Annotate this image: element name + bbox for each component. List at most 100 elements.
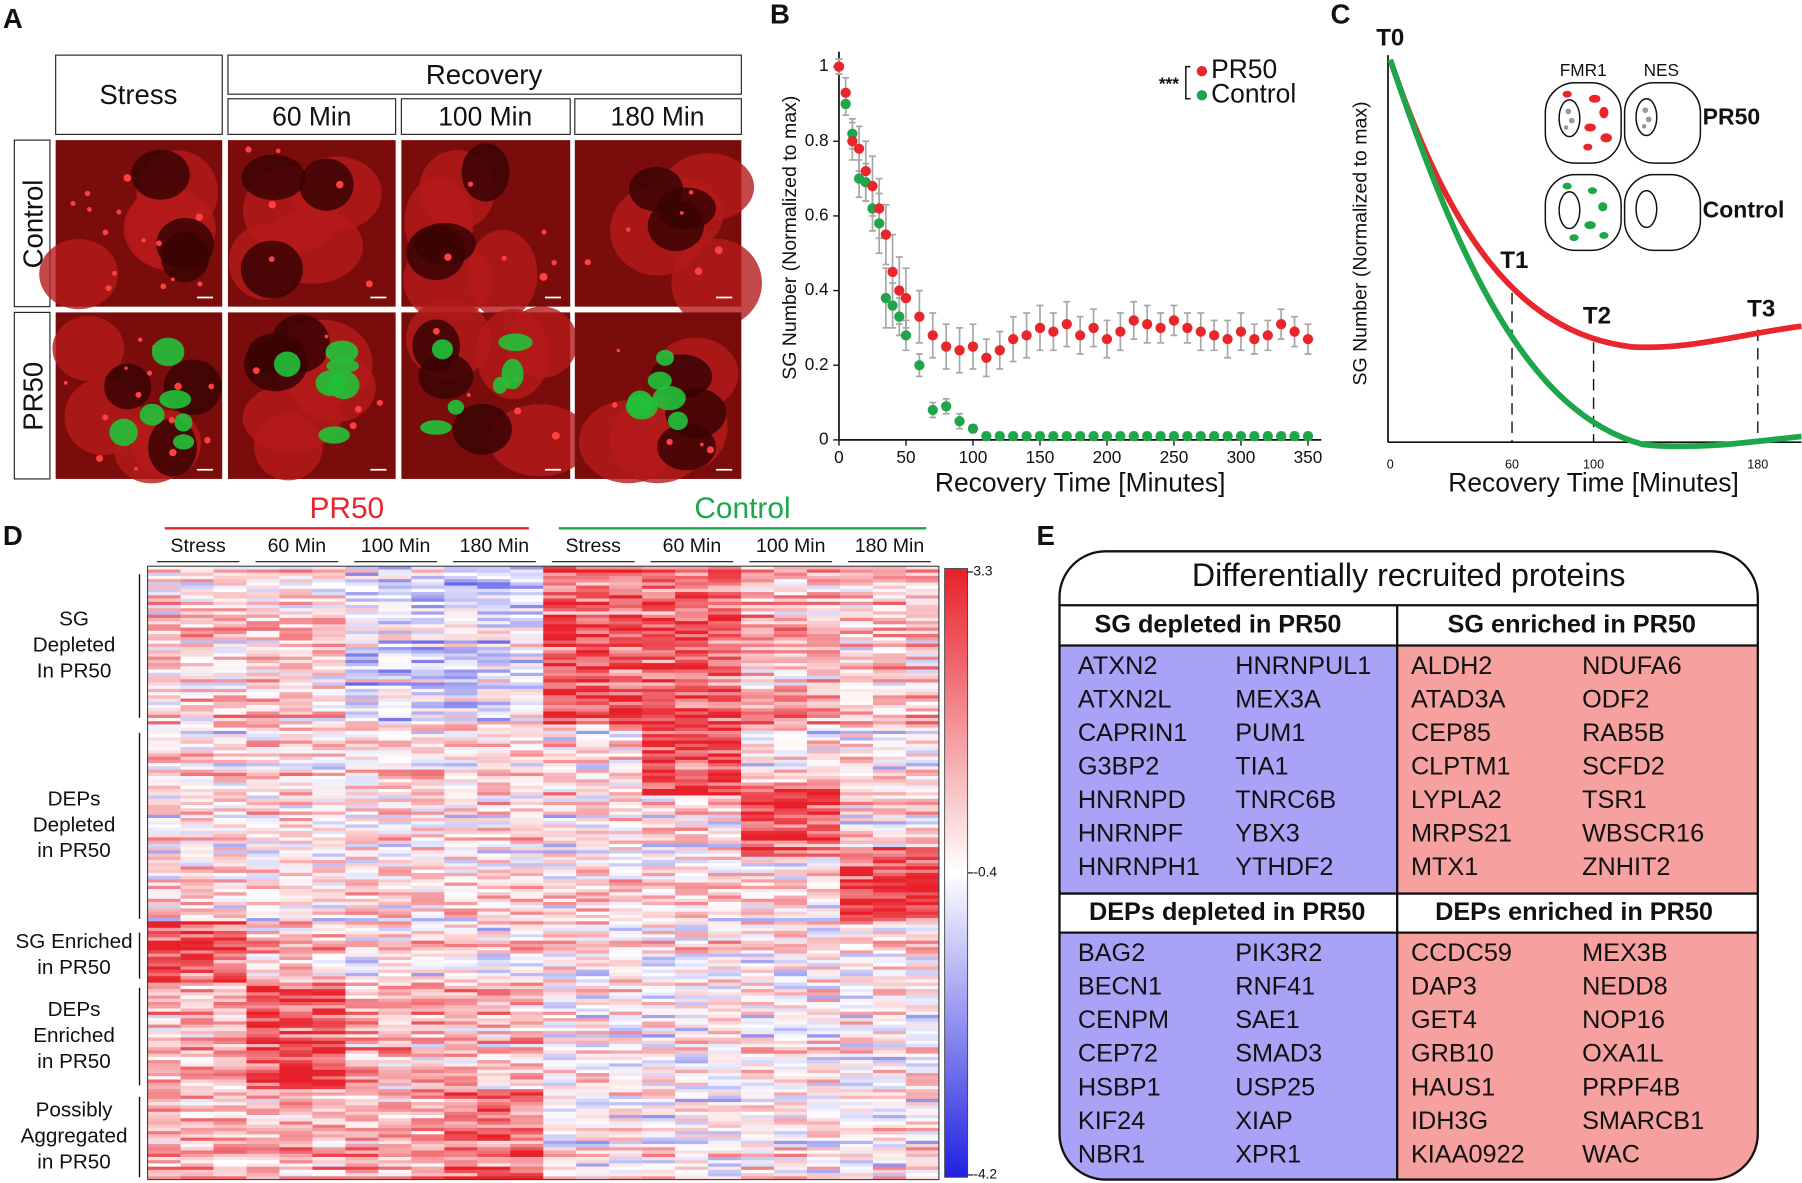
heatmap-texture: [576, 663, 610, 667]
heatmap-texture: [708, 1073, 742, 1077]
nuclear-granules: [1563, 107, 1652, 130]
heatmap-texture: [411, 1079, 445, 1084]
heatmap-texture: [378, 947, 412, 951]
heatmap-texture: [477, 630, 511, 635]
heatmap-texture: [411, 908, 445, 912]
heatmap-texture: [872, 1043, 907, 1048]
heatmap-texture: [576, 743, 610, 748]
heatmap-texture: [807, 795, 841, 799]
heatmap-texture: [708, 947, 742, 951]
heatmap-texture: [543, 1173, 577, 1177]
heatmap-texture: [180, 724, 214, 728]
heatmap-texture: [543, 595, 577, 599]
heatmap-texture: [872, 685, 907, 690]
heatmap-texture: [905, 930, 940, 935]
heatmap-texture: [180, 621, 214, 625]
heatmap-texture: [147, 876, 181, 880]
heatmap-texture: [312, 1002, 346, 1006]
heatmap-texture: [609, 695, 643, 699]
granule: [349, 422, 357, 430]
heatmap-texture: [312, 1114, 346, 1119]
heatmap-texture: [675, 1089, 709, 1093]
heatmap-texture: [279, 943, 313, 948]
heatmap-texture: [872, 627, 907, 632]
heatmap-texture: [839, 1085, 874, 1090]
heatmap-texture: [180, 727, 214, 732]
heatmap-texture: [213, 624, 247, 628]
heatmap-texture: [279, 582, 313, 586]
heatmap-texture: [213, 747, 247, 751]
heatmap-texture: [543, 724, 577, 728]
heatmap-texture: [774, 663, 808, 667]
heatmap-texture: [576, 585, 610, 590]
heatmap-texture: [378, 1121, 412, 1126]
heatmap-texture: [905, 1163, 940, 1167]
heatmap-texture: [180, 685, 214, 690]
heatmap-texture: [345, 643, 379, 648]
heatmap-texture: [477, 1069, 511, 1074]
heatmap-texture: [312, 966, 346, 971]
time-point: T2: [1583, 302, 1611, 329]
heatmap-texture: [180, 1153, 214, 1158]
heatmap-texture: [675, 934, 709, 938]
heatmap-texture: [213, 776, 247, 780]
heatmap-texture: [741, 675, 775, 680]
granule: [112, 270, 118, 276]
heatmap-texture: [312, 843, 346, 848]
heatmap-texture: [609, 582, 643, 586]
heatmap-texture: [345, 756, 379, 761]
heatmap-texture: [378, 675, 412, 680]
heatmap-texture: [213, 1008, 247, 1013]
heatmap-texture: [477, 1011, 511, 1016]
heatmap-texture: [609, 795, 643, 799]
heatmap-texture: [180, 614, 214, 619]
heatmap-texture: [246, 921, 280, 925]
heatmap-texture: [246, 876, 280, 880]
heatmap-texture: [741, 1066, 775, 1071]
heatmap-texture: [345, 792, 379, 796]
heatmap-texture: [741, 837, 775, 841]
heatmap-texture: [477, 905, 511, 909]
heatmap-texture: [807, 1005, 841, 1009]
heatmap-texture: [675, 705, 709, 709]
heatmap-texture: [609, 1002, 643, 1006]
heatmap-texture: [345, 1092, 379, 1096]
heatmap-texture: [905, 979, 940, 983]
heatmap-texture: [477, 756, 511, 761]
heatmap-texture: [774, 624, 808, 628]
granule: [432, 327, 440, 335]
heatmap-texture: [708, 1176, 742, 1180]
heatmap-texture: [905, 1018, 940, 1022]
heatmap-texture: [147, 650, 181, 654]
heatmap-texture: [378, 924, 412, 929]
heatmap-texture: [213, 1140, 247, 1145]
heatmap-texture: [444, 653, 478, 657]
heatmap-texture: [741, 1085, 775, 1090]
heatmap-texture: [477, 750, 511, 754]
heatmap-texture: [378, 637, 412, 641]
heatmap-texture: [609, 711, 643, 716]
heatmap-texture: [279, 666, 313, 670]
heatmap-texture: [807, 992, 841, 996]
heatmap-texture: [147, 1050, 181, 1055]
heatmap-texture: [872, 969, 907, 974]
heatmap-texture: [774, 998, 808, 1003]
point: [1128, 315, 1139, 326]
heatmap-texture: [543, 1034, 577, 1038]
heatmap-texture: [444, 905, 478, 909]
heatmap-texture: [378, 608, 412, 612]
heatmap-texture: [180, 1124, 214, 1129]
heatmap-texture: [279, 827, 313, 832]
heatmap-texture: [905, 604, 940, 609]
heatmap-texture: [708, 650, 742, 654]
heatmap-texture: [609, 614, 643, 619]
heatmap-texture: [576, 937, 610, 942]
heatmap-texture: [543, 1102, 577, 1106]
heatmap-texture: [411, 634, 445, 638]
granule: [275, 148, 281, 154]
point: [840, 87, 851, 98]
heatmap-texture: [543, 653, 577, 657]
heatmap-texture: [543, 960, 577, 964]
heatmap-texture: [708, 1108, 742, 1113]
heatmap-texture: [312, 1069, 346, 1074]
